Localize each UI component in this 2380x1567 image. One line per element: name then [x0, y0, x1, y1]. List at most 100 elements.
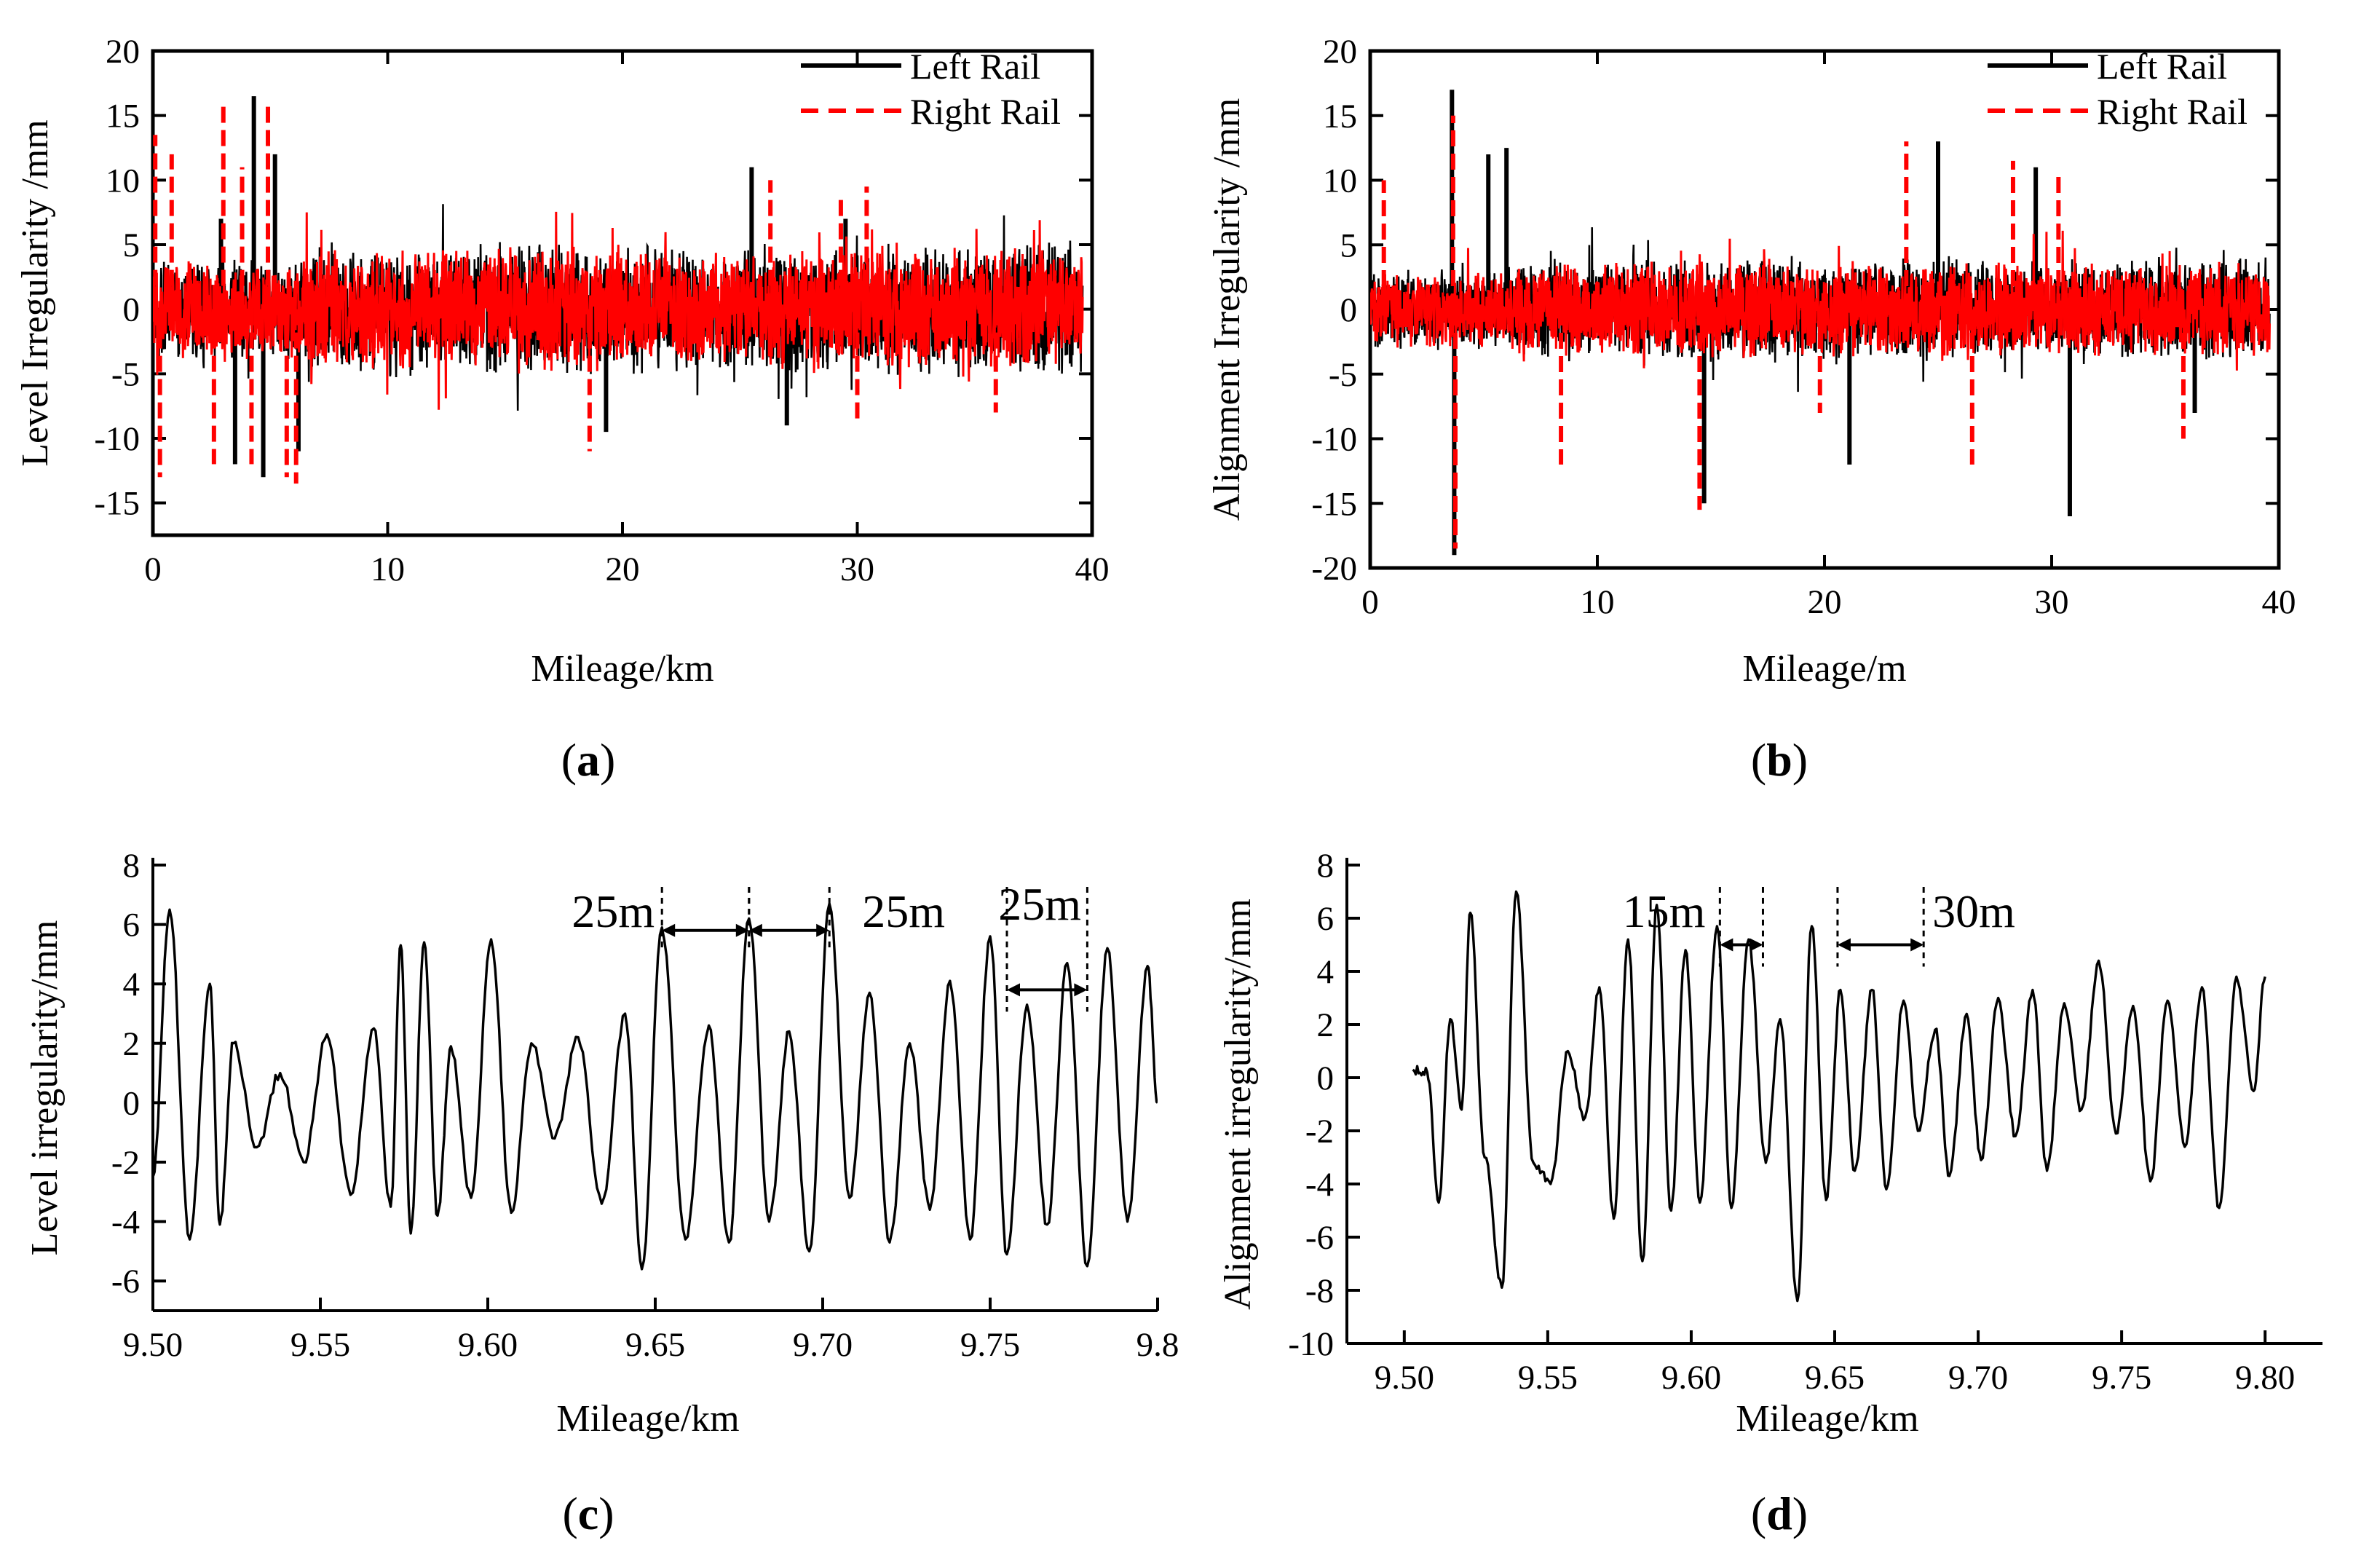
panel-label: (d)	[1751, 1488, 1808, 1539]
x-tick-label: 40	[1075, 550, 1110, 588]
x-tick-label: 9.65	[625, 1326, 685, 1364]
panel-paren-open: (	[562, 1488, 577, 1539]
annotation-label: 15m	[1623, 885, 1706, 937]
annotation-label: 30m	[1932, 885, 2015, 937]
annotation-label: 25m	[572, 885, 655, 937]
panel-letter: c	[578, 1488, 598, 1539]
y-tick-label: 8	[123, 847, 141, 885]
x-tick-label: 9.50	[1375, 1359, 1434, 1397]
panel-label: (a)	[561, 734, 616, 786]
y-tick-label: 0	[1317, 1059, 1335, 1097]
x-tick-label: 9.70	[793, 1326, 853, 1364]
y-tick-label: 15	[106, 98, 140, 135]
chart-b: -20 -15 -10 -5 0 5 10 15 20 0 10 20 30 40 Mileage/m Ali…	[1206, 33, 2296, 786]
x-tick-label: 9.65	[1805, 1359, 1865, 1397]
y-tick-label: 5	[1340, 226, 1358, 264]
x-tick-label: 0	[1361, 583, 1379, 621]
legend-label: Right Rail	[910, 91, 1061, 132]
y-tick-label: -5	[111, 355, 140, 393]
x-axis-label: Mileage/km	[1736, 1398, 1918, 1440]
x-tick-label: 10	[371, 550, 405, 588]
legend-label: Left Rail	[910, 46, 1040, 87]
panel-paren-close: )	[600, 734, 615, 786]
x-tick-label: 0	[144, 550, 162, 588]
x-tick-label: 9.75	[960, 1326, 1020, 1364]
y-tick-label: -15	[1311, 485, 1357, 523]
y-tick-label: 0	[1340, 291, 1358, 329]
y-tick-label: 6	[123, 907, 141, 944]
y-tick-label: -20	[1311, 550, 1357, 588]
x-tick-label: 9.75	[2092, 1359, 2151, 1397]
x-axis-label: Mileage/km	[556, 1398, 739, 1440]
annotation-arrowhead-left	[748, 923, 762, 937]
x-axis-label: Mileage/km	[531, 648, 713, 690]
y-tick-label: -2	[111, 1144, 140, 1182]
chart-d: -10 -8 -6 -4 -2 0 2 4 6 8 9.50 9.55 9.60 9.65 9.70 9.75…	[1217, 847, 2322, 1539]
annotation-label: 25m	[998, 878, 1081, 930]
x-tick-label: 9.80	[2235, 1359, 2295, 1397]
panel-paren-open: (	[1751, 734, 1766, 786]
y-tick-label: -6	[111, 1263, 140, 1300]
panel-paren-close: )	[1792, 734, 1808, 786]
y-tick-label: 4	[123, 966, 141, 1003]
annotation-arrowhead-right	[816, 923, 830, 937]
y-tick-label: 10	[1323, 162, 1357, 200]
y-tick-label: -8	[1305, 1272, 1334, 1310]
y-tick-label: 0	[123, 1084, 141, 1122]
x-tick-label: 40	[2262, 583, 2296, 621]
x-tick-label: 9.55	[1518, 1359, 1578, 1397]
y-tick-label: 6	[1317, 900, 1335, 938]
x-tick-label: 30	[840, 550, 874, 588]
chart-a: -15 -10 -5 0 5 10 15 20 0 10 20 30 40 Mileage/km Level…	[15, 33, 1110, 786]
y-axis-label: Alignment Irregularity /mm	[1206, 98, 1248, 521]
y-tick-label: 10	[106, 162, 140, 200]
y-tick-label: -2	[1305, 1113, 1334, 1150]
y-tick-label: -4	[111, 1204, 140, 1242]
y-axis-label: Level Irregularity /mm	[15, 119, 56, 466]
y-tick-label: -10	[1311, 421, 1357, 459]
y-tick-label: -4	[1305, 1166, 1334, 1204]
panel-paren-open: (	[561, 734, 577, 786]
annotation-arrowhead-right	[1074, 983, 1088, 997]
panel-label: (c)	[562, 1488, 614, 1539]
annotation-arrowhead-right	[1750, 938, 1763, 952]
x-tick-label: 20	[1808, 583, 1842, 621]
annotation-arrowhead-left	[1007, 983, 1020, 997]
panel-letter: d	[1766, 1488, 1792, 1539]
panel-label: (b)	[1751, 734, 1808, 786]
panel-letter: b	[1766, 734, 1792, 786]
panel-paren-close: )	[1792, 1488, 1808, 1539]
panel-paren-close: )	[598, 1488, 614, 1539]
y-tick-label: 20	[1323, 33, 1357, 71]
y-tick-label: 0	[123, 291, 141, 329]
y-tick-label: 2	[123, 1025, 141, 1063]
x-axis-label: Mileage/m	[1742, 648, 1906, 690]
x-tick-label: 9.70	[1948, 1359, 2008, 1397]
x-tick-label: 30	[2035, 583, 2069, 621]
y-axis-label: Alignment irregularity/mm	[1217, 899, 1259, 1310]
annotation-arrowhead-right	[1910, 938, 1924, 952]
legend-label: Left Rail	[2097, 46, 2227, 87]
x-tick-label: 10	[1581, 583, 1615, 621]
series-line-1	[153, 211, 1084, 410]
y-tick-label: 15	[1323, 98, 1357, 135]
panel-letter: a	[577, 734, 600, 786]
y-tick-label: 8	[1317, 847, 1335, 885]
y-tick-label: -15	[94, 485, 140, 523]
x-tick-label: 9.60	[1661, 1359, 1721, 1397]
x-tick-label: 9.8	[1136, 1326, 1179, 1364]
y-tick-label: 5	[123, 226, 141, 264]
x-tick-label: 20	[606, 550, 640, 588]
x-tick-label: 9.55	[290, 1326, 350, 1364]
annotation-arrowhead-right	[735, 923, 749, 937]
x-tick-label: 9.60	[458, 1326, 518, 1364]
x-tick-label: 9.50	[123, 1326, 183, 1364]
y-tick-label: 20	[106, 33, 140, 71]
series-line-0	[1412, 890, 2266, 1303]
y-tick-label: 4	[1317, 953, 1335, 991]
annotation-label: 25m	[862, 885, 945, 937]
y-tick-label: -10	[94, 420, 140, 458]
series-line-1	[1370, 230, 2271, 371]
y-tick-label: 2	[1317, 1006, 1335, 1044]
y-axis-label: Level irregularity/mm	[24, 920, 66, 1256]
